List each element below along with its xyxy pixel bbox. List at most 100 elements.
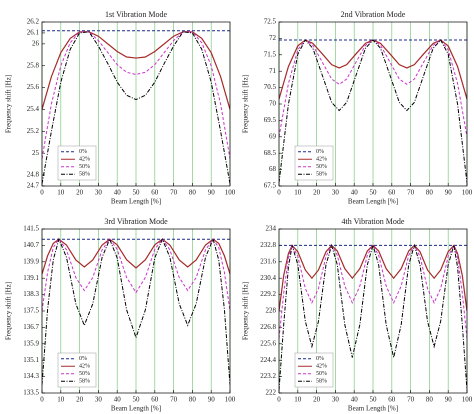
legend-label: 58% [79,172,90,178]
y-tick-label: 25.8 [27,61,40,69]
legend-label: 0% [79,149,87,155]
x-tick-label: 90 [445,189,453,197]
y-tick-label: 25.4 [27,105,40,113]
x-tick-label: 0 [40,396,44,404]
x-tick-label: 50 [133,396,141,404]
x-axis-label: Beam Length [%] [111,405,161,413]
panel: 4th Vibration Mode 0 10 20 30 40 50 60 70 80 90 100… [242,217,473,413]
y-tick-label: 135.9 [23,339,39,347]
series-line [42,31,230,159]
x-tick-label: 10 [294,396,302,404]
x-tick-label: 80 [426,189,434,197]
x-tick-label: 60 [388,189,396,197]
legend: 0% 42%50% 58% [57,352,97,388]
x-tick-label: 30 [95,189,103,197]
x-tick-label: 70 [407,189,415,197]
x-tick-label: 40 [351,396,359,404]
y-tick-label: 26.2 [27,18,40,26]
legend-label: 42% [316,157,327,163]
x-tick-label: 50 [133,189,141,197]
y-tick-label: 26.1 [27,29,40,37]
x-tick-label: 10 [294,189,302,197]
x-tick-label: 20 [76,189,84,197]
plot-frame [278,21,468,187]
panel: 2nd Vibration Mode 0 10 20 30 40 50 60 70 80 90 100… [242,10,473,206]
x-tick-label: 40 [114,189,122,197]
chart-title: 4th Vibration Mode [342,217,405,226]
legend-box [294,352,334,388]
y-tick-label: 136.7 [23,323,39,331]
y-tick-label: 141.5 [23,225,39,233]
y-tick-label: 138.3 [23,290,39,298]
legend-box [294,145,334,181]
x-tick-label: 20 [313,189,321,197]
x-tick-label: 100 [225,396,236,404]
x-tick-label: 20 [313,396,321,404]
x-tick-label: 50 [370,396,378,404]
x-tick-label: 60 [151,396,159,404]
y-axis-label: Frequency shift [Hz] [242,282,250,340]
y-tick-label: 69.5 [264,116,277,124]
y-tick-label: 230.4 [260,274,276,282]
chart-title: 2nd Vibration Mode [341,10,406,19]
legend-label: 42% [316,364,327,370]
x-tick-label: 90 [208,396,216,404]
x-tick-label: 100 [462,189,473,197]
y-tick-label: 133.5 [23,389,39,397]
x-tick-label: 30 [332,396,340,404]
x-tick-label: 0 [40,189,44,197]
legend: 0% 42%50% 58% [57,145,97,181]
series-line [42,31,230,110]
y-tick-label: 25.6 [27,83,40,91]
panel: 1st Vibration Mode 0 10 20 30 40 50 60 70 80 90 100… [5,10,236,206]
legend: 0% 42%50% 58% [294,352,334,388]
y-tick-label: 224.4 [260,356,276,364]
legend-label: 58% [316,379,327,385]
x-tick-label: 80 [189,189,197,197]
chart-title: 1st Vibration Mode [105,10,167,19]
y-tick-label: 135.1 [23,356,39,364]
y-tick-label: 24.7 [27,182,40,190]
x-tick-label: 30 [332,189,340,197]
legend-label: 50% [79,164,90,170]
x-axis-label: Beam Length [%] [111,198,161,206]
y-tick-label: 140.7 [23,241,39,249]
y-tick-label: 137.5 [23,307,39,315]
y-axis-label: Frequency shift [Hz] [5,282,13,340]
legend-box [57,145,97,181]
y-tick-label: 71 [269,67,277,75]
y-tick-label: 25 [32,149,40,157]
y-tick-label: 234 [266,225,277,233]
y-tick-label: 139.9 [23,257,39,265]
legend-label: 0% [316,356,324,362]
y-tick-label: 68 [269,165,277,173]
x-tick-label: 90 [208,189,216,197]
y-tick-label: 134.3 [23,372,39,380]
y-tick-label: 25.2 [27,127,40,135]
series-line [42,31,230,184]
y-tick-label: 72 [269,34,277,42]
legend: 0% 42%50% 58% [294,145,334,181]
legend-label: 50% [79,371,90,377]
legend-label: 50% [316,164,327,170]
y-tick-label: 24.8 [27,171,40,179]
y-tick-label: 139.1 [23,274,39,282]
y-tick-label: 70.5 [264,83,277,91]
x-tick-label: 0 [277,189,281,197]
series-line [279,244,467,312]
y-tick-label: 71.5 [264,50,277,58]
y-tick-label: 223.2 [260,372,276,380]
series-line [279,243,467,391]
y-tick-label: 225.6 [260,339,276,347]
legend-label: 58% [79,379,90,385]
x-tick-label: 60 [151,189,159,197]
panel: 3rd Vibration Mode 0 10 20 30 40 50 60 70 80 90 100… [5,217,236,413]
x-tick-label: 10 [57,396,65,404]
series-line [279,39,467,183]
chart-title: 3rd Vibration Mode [104,217,168,226]
x-axis-label: Beam Length [%] [348,405,398,413]
legend-box [57,352,97,388]
y-tick-label: 68.5 [264,149,277,157]
x-tick-label: 20 [76,396,84,404]
